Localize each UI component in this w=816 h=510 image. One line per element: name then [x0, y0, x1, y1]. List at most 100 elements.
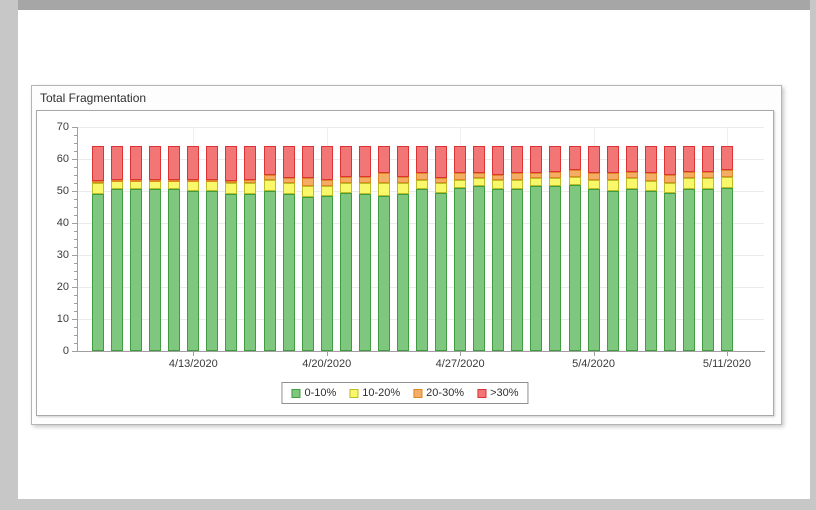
bar-segment-1020: [263, 179, 276, 191]
legend-item: 20-30%: [413, 387, 464, 399]
x-axis-label: 4/13/2020: [168, 358, 218, 370]
y-axis-minor-tick: [74, 303, 77, 304]
bar-segment-1020: [111, 181, 124, 190]
bar-segment-1020: [282, 183, 295, 195]
window-frame-bottom: [0, 499, 816, 510]
bar-segment-30: [225, 146, 238, 182]
x-axis-line: [77, 351, 765, 352]
bar-segment-1020: [244, 183, 257, 195]
bar-segment-30: [511, 146, 524, 174]
bar-segment-1020: [530, 178, 543, 187]
chart-legend: 0-10% 10-20% 20-30% >30%: [281, 382, 529, 404]
bar-segment-30: [492, 146, 505, 175]
bar-segment-010: [130, 189, 143, 351]
bar-segment-010: [92, 194, 104, 351]
bar-segment-2030: [682, 171, 695, 179]
bar-segment-010: [206, 191, 219, 351]
bar-segment-010: [663, 192, 676, 351]
y-axis-minor-tick: [74, 207, 77, 208]
bar-segment-30: [435, 146, 448, 179]
bar-segment-30: [454, 146, 467, 174]
bar-segment-30: [549, 146, 562, 172]
legend-item: 0-10%: [291, 387, 336, 399]
bar-segment-1020: [168, 181, 181, 190]
window-frame-right: [810, 0, 816, 510]
bar-segment-30: [720, 146, 733, 171]
bar-segment-2030: [320, 179, 333, 187]
bar-segment-010: [244, 194, 257, 351]
y-axis-minor-tick: [74, 183, 77, 184]
legend-label: 0-10%: [304, 387, 337, 399]
y-axis-major-tick: [72, 319, 77, 320]
x-axis-tick: [193, 352, 195, 356]
y-axis-major-tick: [72, 255, 77, 256]
bar-segment-2030: [339, 176, 352, 183]
y-axis-label: 70: [56, 121, 69, 133]
bar-segment-1020: [644, 181, 657, 191]
legend-swatch-icon: [291, 388, 301, 398]
window-frame-top: [0, 0, 816, 10]
legend-item: >30%: [477, 387, 519, 399]
bar-segment-2030: [511, 173, 524, 180]
bar-segment-1020: [587, 179, 600, 190]
bar-segment-30: [206, 146, 219, 180]
bar-segment-2030: [701, 171, 714, 179]
bar-segment-1020: [149, 181, 162, 190]
bar-segment-30: [644, 146, 657, 174]
x-axis-label: 4/20/2020: [302, 358, 352, 370]
y-axis-label: 40: [56, 217, 69, 229]
bar-segment-010: [511, 189, 524, 351]
y-axis-minor-tick: [74, 199, 77, 200]
bar-segment-30: [358, 146, 371, 177]
y-axis-minor-tick: [74, 247, 77, 248]
bar-segment-010: [225, 194, 238, 351]
bar-segment-010: [187, 191, 200, 351]
x-axis-tick: [460, 352, 462, 356]
x-axis-label: 5/4/2020: [572, 358, 615, 370]
bar-segment-2030: [492, 175, 505, 180]
bar-segment-30: [682, 146, 695, 172]
bar-segment-010: [339, 192, 352, 351]
bar-segment-010: [168, 189, 181, 351]
bar-segment-30: [377, 146, 390, 174]
bar-segment-2030: [396, 176, 409, 183]
bar-segment-2030: [435, 178, 448, 183]
bar-segment-30: [149, 146, 162, 180]
bar-segment-30: [663, 146, 676, 175]
y-axis-minor-tick: [74, 167, 77, 168]
panel-title: Total Fragmentation: [40, 91, 147, 105]
y-axis-minor-tick: [74, 311, 77, 312]
fragmentation-chart: 0-10% 10-20% 20-30% >30% 4/13/2020 4/20/2020…: [36, 110, 774, 416]
bar-segment-2030: [720, 170, 733, 177]
y-axis-minor-tick: [74, 135, 77, 136]
bar-segment-2030: [225, 181, 238, 184]
y-axis-label: 20: [56, 281, 69, 293]
y-axis-minor-tick: [74, 231, 77, 232]
bar-segment-2030: [625, 171, 638, 179]
bar-segment-2030: [358, 176, 371, 183]
legend-label: 20-30%: [426, 387, 465, 399]
bar-segment-30: [244, 146, 257, 180]
bar-segment-30: [301, 146, 314, 179]
bar-segment-010: [111, 189, 124, 351]
x-axis-tick: [326, 352, 328, 356]
y-axis-label: 50: [56, 185, 69, 197]
bar-segment-30: [92, 146, 104, 182]
bar-segment-010: [396, 194, 409, 351]
bar-segment-30: [320, 146, 333, 180]
bar-segment-30: [473, 146, 486, 174]
bar-segment-30: [587, 146, 600, 174]
bar-segment-010: [587, 189, 600, 351]
bar-segment-2030: [530, 173, 543, 179]
bar-segment-30: [168, 146, 181, 180]
window-frame-left: [0, 0, 18, 510]
y-axis-label: 10: [56, 313, 69, 325]
bar-segment-1020: [682, 178, 695, 190]
bar-segment-010: [720, 187, 733, 351]
h-gridline: [77, 127, 764, 128]
bar-segment-1020: [320, 186, 333, 196]
bar-segment-30: [416, 146, 429, 174]
bar-segment-2030: [377, 173, 390, 183]
bar-segment-30: [568, 146, 581, 171]
